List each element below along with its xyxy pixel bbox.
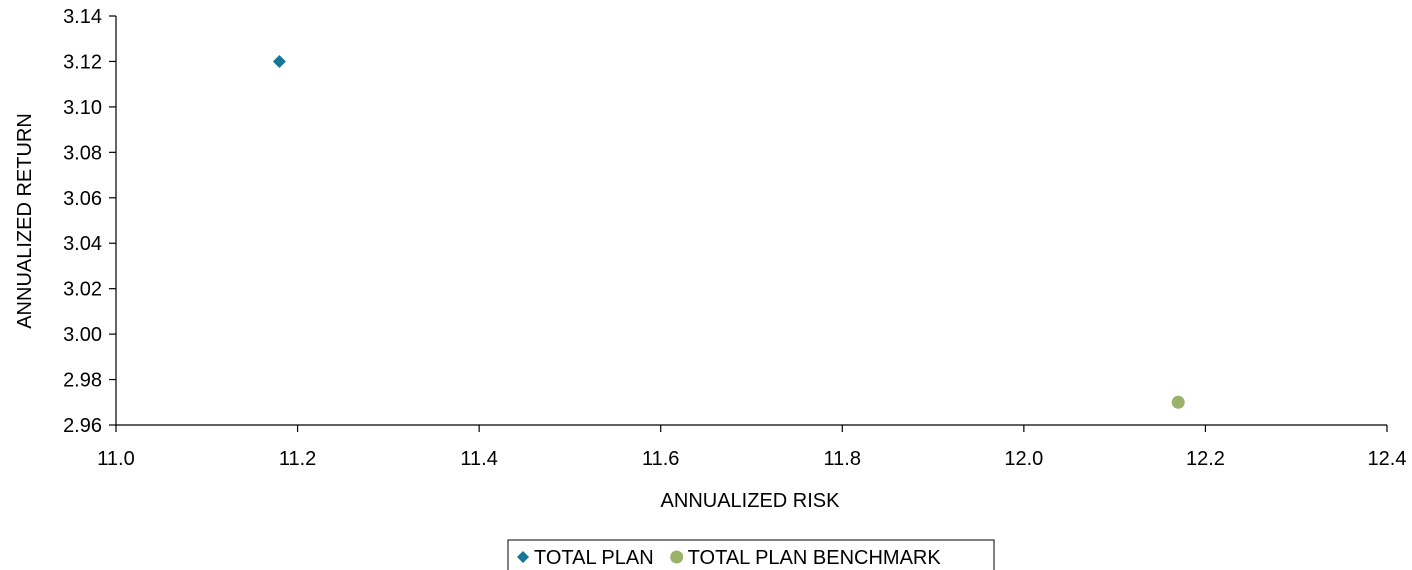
- x-axis-title: ANNUALIZED RISK: [661, 490, 841, 512]
- x-tick-label: 12.4: [1368, 448, 1407, 470]
- plot-area: 3.14 3.12 3.10 3.08 3.06 3.04 3.02 3.00 2.98 2.96…: [63, 6, 1406, 470]
- x-tick-label: 11.4: [460, 448, 497, 470]
- y-tick-label: 3.12: [63, 51, 102, 73]
- legend-marker-circle-icon: [670, 550, 684, 564]
- y-tick-label: 3.02: [63, 279, 102, 301]
- data-point-total-plan-benchmark: [1171, 395, 1185, 409]
- x-tick-label: 11.0: [97, 448, 134, 470]
- legend-box: [507, 539, 995, 570]
- y-tick-label: 3.08: [63, 142, 102, 164]
- y-tick-label: 3.04: [63, 233, 102, 255]
- legend-label: TOTAL PLAN: [534, 547, 654, 569]
- y-axis-title: ANNUALIZED RETURN: [14, 113, 36, 329]
- legend: TOTAL PLAN TOTAL PLAN BENCHMARK: [507, 539, 995, 570]
- y-tick-label: 2.98: [63, 370, 102, 392]
- data-points: [272, 54, 1185, 409]
- y-tick-label: 3.10: [63, 97, 102, 119]
- y-tick-label: 3.06: [63, 188, 102, 210]
- x-tick-label: 12.0: [1004, 448, 1043, 470]
- data-point-total-plan: [272, 54, 286, 68]
- x-tick-label: 11.2: [279, 448, 316, 470]
- y-tick-label: 3.14: [63, 6, 102, 28]
- x-tick-label: 11.6: [642, 448, 679, 470]
- y-tick-label: 3.00: [63, 324, 102, 346]
- y-axis-ticks: 3.14 3.12 3.10 3.08 3.06 3.04 3.02 3.00 2.98 2.96: [63, 6, 116, 437]
- legend-marker-diamond-icon: [517, 551, 529, 563]
- x-tick-label: 12.2: [1186, 448, 1225, 470]
- x-tick-label: 11.8: [824, 448, 861, 470]
- x-axis-ticks: 11.0 11.2 11.4 11.6 11.8 12.0 12.2 12.4: [97, 425, 1406, 470]
- y-tick-label: 2.96: [63, 415, 102, 437]
- legend-label: TOTAL PLAN BENCHMARK: [688, 547, 942, 569]
